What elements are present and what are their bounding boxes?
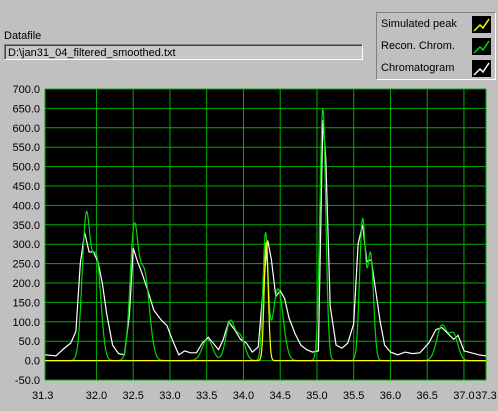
- x-tick-label: 31.3: [32, 390, 53, 402]
- y-tick-label: 250.0: [12, 259, 40, 271]
- legend-swatch-icon: [472, 16, 491, 33]
- y-tick-label: 400.0: [12, 200, 40, 212]
- series-line-simulated-peak: [45, 242, 486, 362]
- series-line-chromatogram: [44, 119, 487, 357]
- y-tick-label: 300.0: [12, 239, 40, 251]
- legend-swatch-icon: [472, 38, 491, 55]
- y-tick-label: -50.0: [15, 375, 40, 387]
- x-tick-label: 33.0: [159, 390, 180, 402]
- x-tick-label: 34.5: [269, 390, 290, 402]
- y-tick-label: 350.0: [12, 220, 40, 232]
- legend-item-recon-chrom[interactable]: Recon. Chrom.: [377, 36, 495, 57]
- y-tick-label: 100.0: [12, 317, 40, 329]
- y-tick-label: 650.0: [12, 103, 40, 115]
- legend-swatch-icon: [472, 60, 491, 77]
- x-tick-label: 37.0: [453, 390, 474, 402]
- x-tick-label: 35.5: [343, 390, 364, 402]
- datafile-path-field[interactable]: D:\jan31_04_filtered_smoothed.txt: [4, 44, 363, 60]
- y-tick-label: 550.0: [12, 142, 40, 154]
- y-tick-label: 200.0: [12, 278, 40, 290]
- x-tick-label: 36.0: [380, 390, 401, 402]
- x-tick-label: 36.5: [416, 390, 437, 402]
- legend-label: Chromatogram: [381, 62, 455, 74]
- y-tick-label: 700.0: [12, 84, 40, 96]
- y-tick-label: 0.0: [25, 356, 40, 368]
- y-tick-label: 600.0: [12, 123, 40, 135]
- y-tick-label: 450.0: [12, 181, 40, 193]
- x-tick-label: 32.0: [86, 390, 107, 402]
- plot-legend: Simulated peak Recon. Chrom. Chromatogra…: [376, 12, 496, 80]
- legend-label: Recon. Chrom.: [381, 40, 455, 52]
- y-tick-label: 150.0: [12, 297, 40, 309]
- y-tick-label: 500.0: [12, 162, 40, 174]
- legend-label: Simulated peak: [381, 18, 457, 30]
- y-tick-label: 50.0: [19, 336, 40, 348]
- x-tick-label: 33.5: [196, 390, 217, 402]
- legend-item-chromatogram[interactable]: Chromatogram: [377, 58, 495, 79]
- legend-item-simulated-peak[interactable]: Simulated peak: [377, 14, 495, 35]
- x-tick-label: 34.0: [233, 390, 254, 402]
- x-tick-label: 32.5: [122, 390, 143, 402]
- x-tick-label: 37.3: [475, 390, 496, 402]
- datafile-label: Datafile: [4, 30, 42, 42]
- x-tick-label: 35.0: [306, 390, 327, 402]
